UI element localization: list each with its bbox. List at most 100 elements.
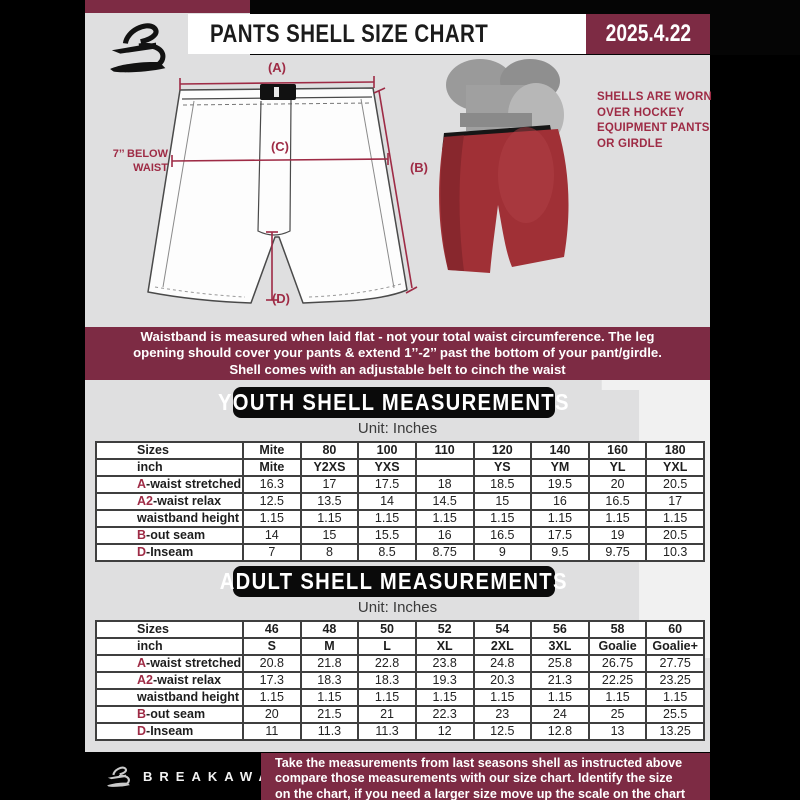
measurement-labels: (A) (B) (C) (D) (268, 60, 428, 306)
youth-size-table: Sizes Mite 80 100 110 120 140 160 180 inch Mite Y2X… (95, 441, 705, 562)
table-row: A-waist stretched 20.8 21.8 22.8 23.8 24.8 25.… (95, 654, 705, 673)
size-cell: 1.15 (530, 509, 590, 528)
size-cell: 52 (414, 620, 475, 639)
adult-size-table: Sizes 46 48 50 52 54 56 58 60 inch S M L XL 2XL 3XL Goal… (95, 620, 705, 741)
size-cell: 9 (472, 543, 533, 562)
size-cell: XL (414, 637, 475, 656)
svg-text:7’’ BELOW: 7’’ BELOW (113, 148, 169, 160)
size-cell: Goalie (587, 637, 648, 656)
size-cell: M (299, 637, 360, 656)
size-cell: 13.5 (299, 492, 360, 511)
shell-caption: SHELLS ARE WORN OVER HOCKEY EQUIPMENT PA… (597, 90, 715, 152)
size-cell: 140 (530, 441, 590, 460)
table-row: inch S M L XL 2XL 3XL Goalie Goalie+ (95, 637, 705, 656)
measure-letter: D (137, 724, 147, 738)
breakaway-logo-icon (110, 23, 166, 73)
size-cell: 22.3 (414, 705, 475, 724)
size-cell: 18.3 (357, 671, 417, 690)
size-cell: YXL (645, 458, 705, 477)
size-cell: 180 (645, 441, 705, 460)
measure-letter: D (137, 545, 147, 559)
size-cell: 60 (645, 620, 705, 639)
table-row: waistband height 1.15 1.15 1.15 1.15 1.15 1.15… (95, 688, 705, 707)
adult-heading-banner: ADULT SHELL MEASUREMENTS (220, 566, 567, 597)
size-cell: 26.75 (587, 654, 648, 673)
size-cell: 10.3 (645, 543, 705, 562)
youth-heading: YOUTH SHELL MEASUREMENTS (218, 389, 570, 415)
size-cell: 1.15 (414, 688, 475, 707)
measurement-lines (171, 76, 418, 301)
measure-letter: B (137, 707, 147, 721)
brand-name: BREAKAWAY (143, 768, 290, 784)
table-row: A2-waist relax 12.5 13.5 14 14.5 15 16 16.5 17 (95, 492, 705, 511)
size-cell (414, 458, 475, 477)
size-cell: 12.5 (242, 492, 302, 511)
size-cell: 8 (299, 543, 360, 562)
size-cell: 18 (414, 475, 475, 494)
shorts-measurement-diagram: (A) (B) (C) (D) 7’’ BELOW WAIST (113, 60, 428, 306)
row-label: D-Inseam (95, 543, 244, 562)
size-cell: 1.15 (587, 509, 648, 528)
size-cell: 25.5 (645, 705, 705, 724)
size-cell: 18.5 (472, 475, 533, 494)
size-cell: 48 (299, 620, 360, 639)
size-cell: 12 (414, 722, 475, 741)
footer-line: Take the measurements from last seasons … (275, 756, 683, 770)
shorts-outline (147, 87, 408, 304)
size-cell: 13 (587, 722, 648, 741)
size-cell: 20 (242, 705, 302, 724)
table-row: inch Mite Y2XS YXS YS YM YL YXL (95, 458, 705, 477)
label-a: (A) (268, 60, 286, 75)
table-row: B-out seam 14 15 15.5 16 16.5 17.5 19 20.5 (95, 526, 705, 545)
row-label: inch (95, 637, 244, 656)
size-cell: 17 (645, 492, 705, 511)
footer-line: compare those measurements with our size… (275, 771, 673, 786)
size-cell: 1.15 (530, 688, 590, 707)
label-d: (D) (272, 291, 290, 306)
size-cell: 110 (414, 441, 475, 460)
row-label: inch (95, 458, 244, 477)
breakaway-logo-small-icon (107, 766, 130, 787)
size-cell: 1.15 (645, 509, 705, 528)
size-cell: 8.5 (357, 543, 417, 562)
date-badge: 2025.4.22 (586, 14, 710, 54)
size-cell: 54 (472, 620, 533, 639)
row-label: Sizes (95, 441, 244, 460)
size-cell: 46 (242, 620, 302, 639)
size-cell: 19 (587, 526, 648, 545)
size-cell: 14 (242, 526, 302, 545)
row-label: Sizes (95, 620, 244, 639)
size-cell: YM (530, 458, 590, 477)
row-label: D-Inseam (95, 722, 244, 741)
size-cell: 19.3 (414, 671, 475, 690)
row-label: A-waist stretched (95, 654, 244, 673)
size-cell: 80 (299, 441, 360, 460)
size-cell: 20.3 (472, 671, 533, 690)
size-cell: 17.3 (242, 671, 302, 690)
hockey-pants-photo (439, 59, 569, 273)
label-b: (B) (410, 160, 428, 175)
adult-unit-label: Unit: Inches (357, 599, 438, 616)
size-cell: 120 (472, 441, 533, 460)
size-cell: 1.15 (587, 688, 648, 707)
size-cell: 1.15 (472, 509, 533, 528)
size-cell: 13.25 (645, 722, 705, 741)
table-row: waistband height 1.15 1.15 1.15 1.15 1.15 1.15… (95, 509, 705, 528)
size-cell: 22.25 (587, 671, 648, 690)
size-cell: 20.8 (242, 654, 302, 673)
size-cell: 58 (587, 620, 648, 639)
size-cell: 20 (587, 475, 648, 494)
shell-caption-line: OVER HOCKEY (597, 106, 685, 119)
table-row: D-Inseam 11 11.3 11.3 12 12.5 12.8 13 13.25 (95, 722, 705, 741)
size-cell: 14.5 (414, 492, 475, 511)
size-cell: 22.8 (357, 654, 417, 673)
shell-caption-line: OR GIRDLE (597, 137, 663, 150)
size-cell: 1.15 (299, 688, 360, 707)
size-cell: 11 (242, 722, 302, 741)
notice-banner: Waistband is measured when laid flat - n… (85, 327, 710, 380)
size-cell: 1.15 (357, 688, 417, 707)
size-cell: 16.5 (472, 526, 533, 545)
size-cell: 21.3 (530, 671, 590, 690)
notice-line: Shell comes with an adjustable belt to c… (229, 361, 566, 377)
